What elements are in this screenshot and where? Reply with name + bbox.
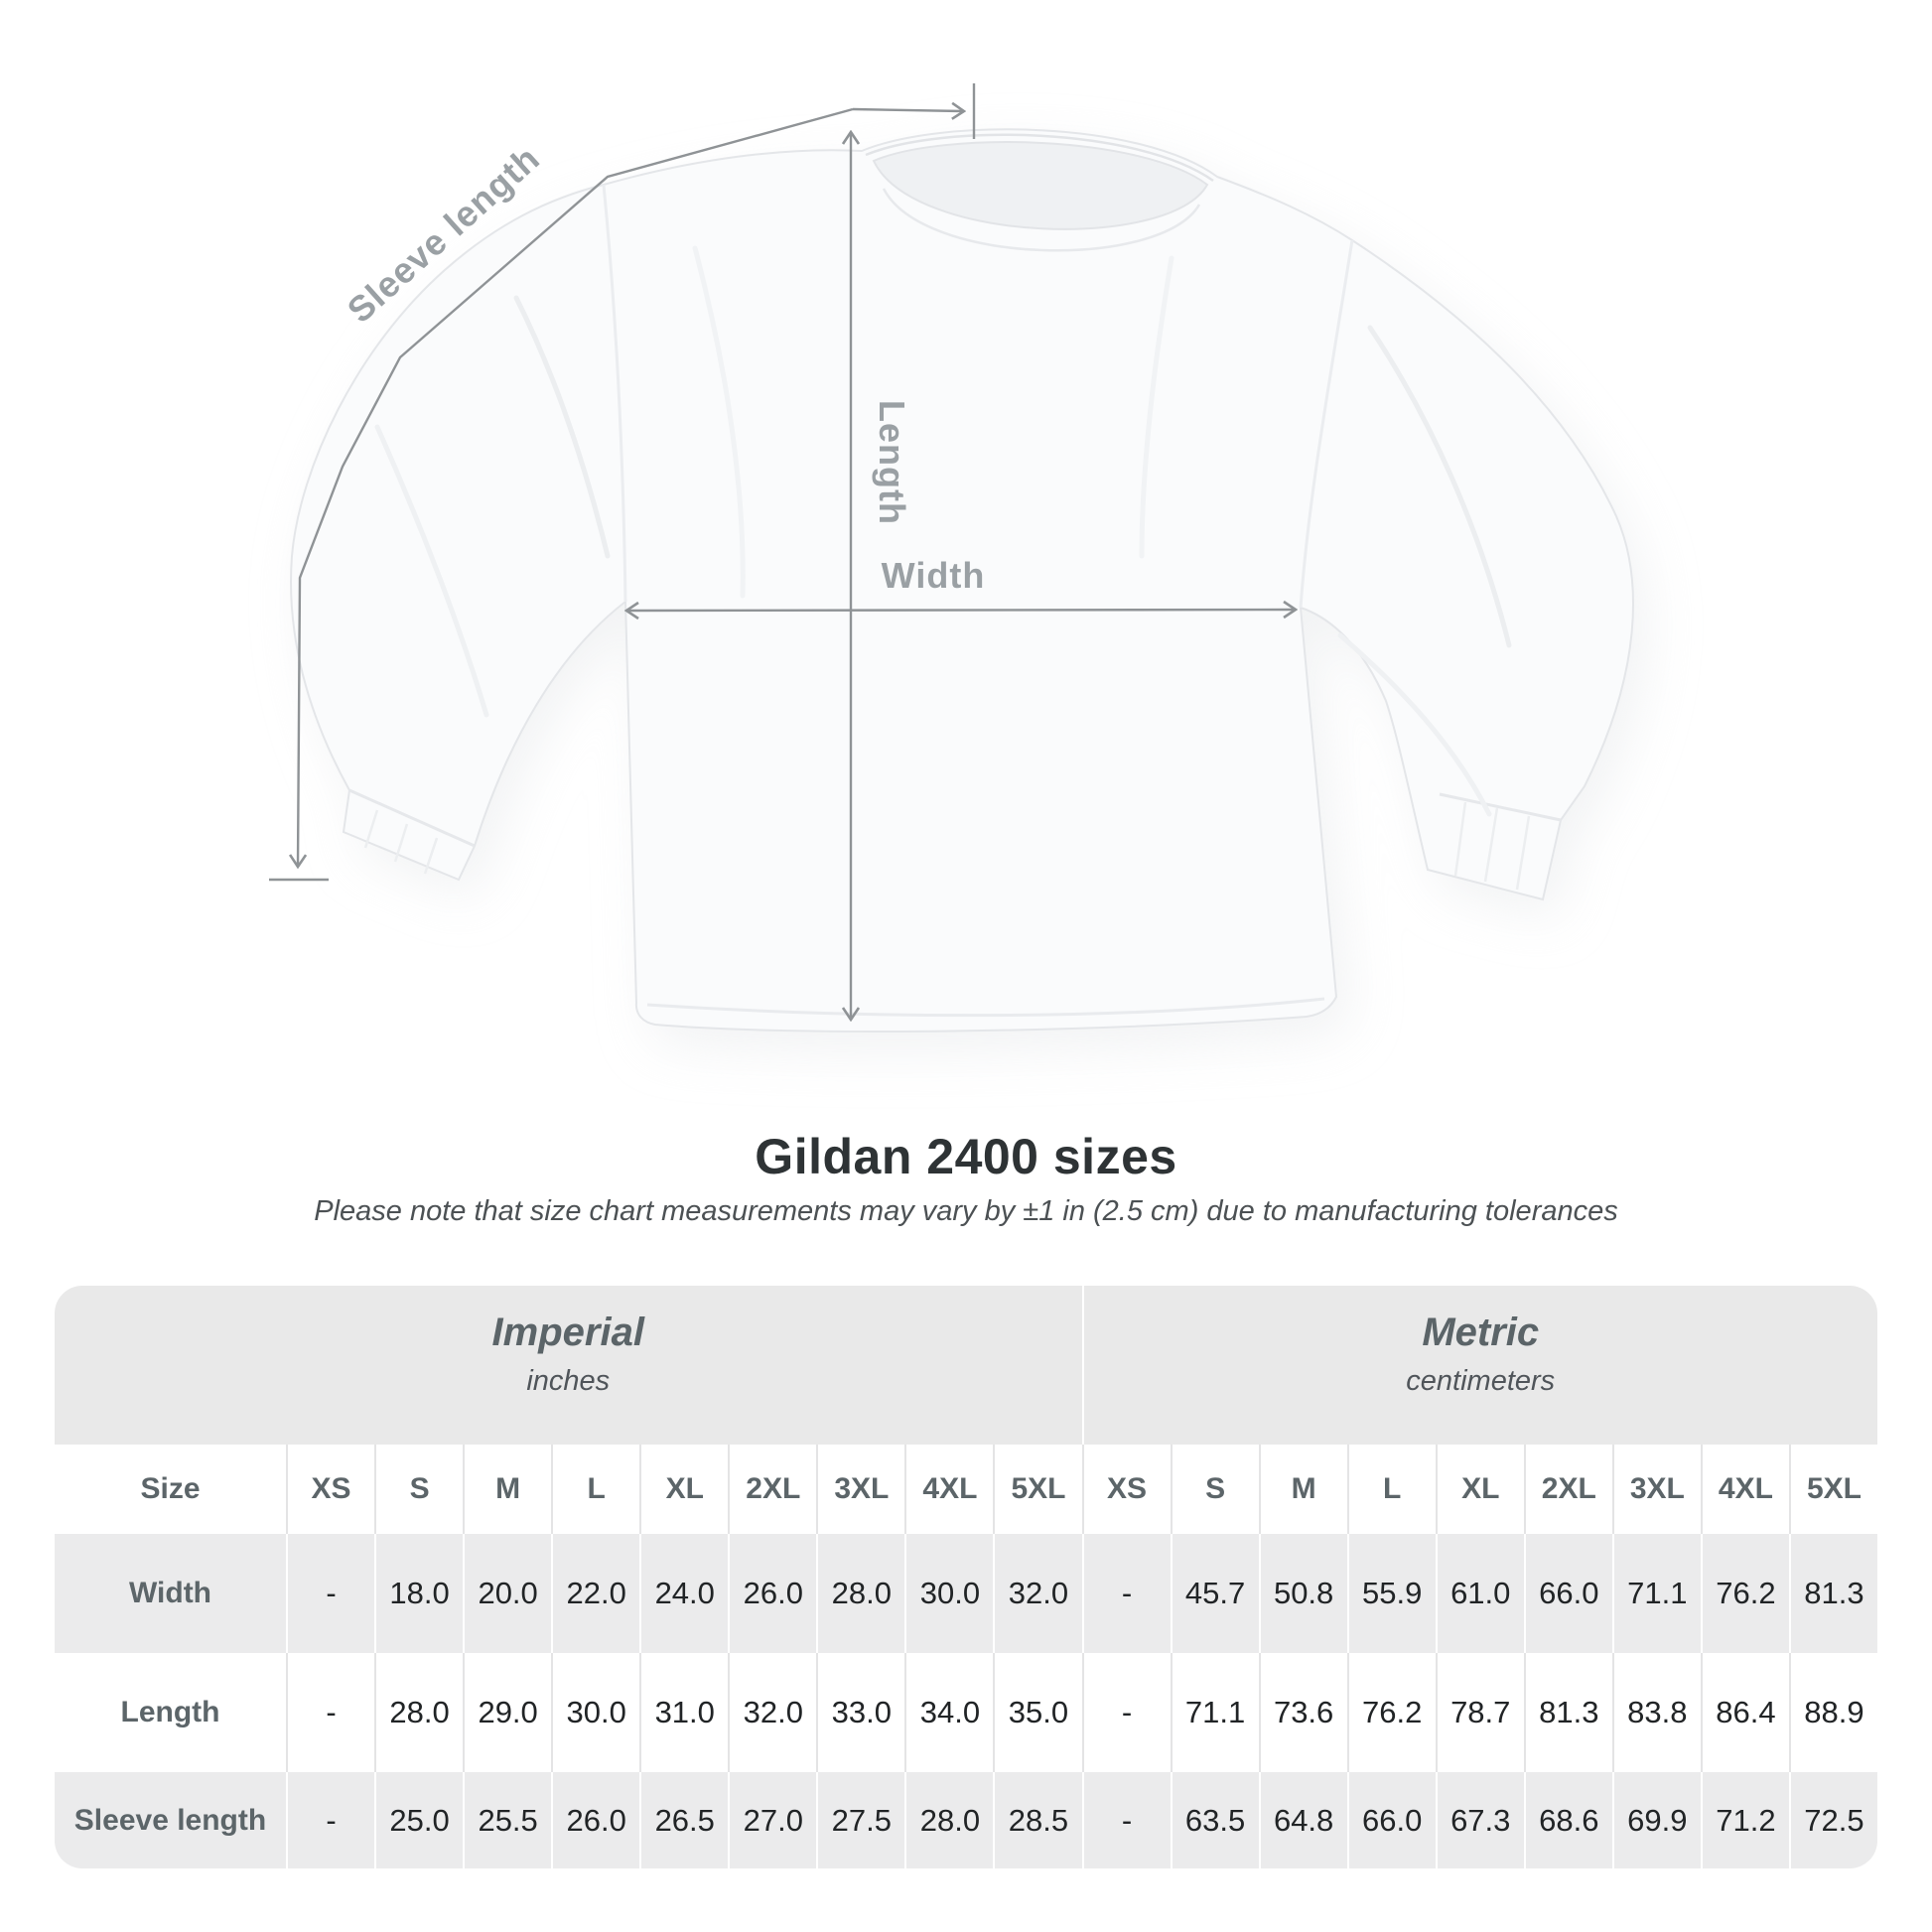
table-cell: 86.4 [1700, 1653, 1789, 1772]
table-cell: 29.0 [463, 1653, 552, 1772]
table-cell: 35.0 [993, 1653, 1082, 1772]
imperial-sublabel: inches [526, 1365, 611, 1397]
table-cell: 18.0 [374, 1534, 464, 1653]
length-annotation: Length [851, 133, 912, 1019]
table-cell: 28.0 [904, 1772, 994, 1868]
table-cell: 25.5 [463, 1772, 552, 1868]
size-header-imperial: 2XL [728, 1445, 817, 1534]
table-cell: 34.0 [904, 1653, 994, 1772]
table-cell: - [1081, 1534, 1171, 1653]
size-header-metric: S [1170, 1445, 1259, 1534]
imperial-label: Imperial [491, 1311, 644, 1354]
table-cell: 72.5 [1788, 1772, 1877, 1868]
size-header-metric: XL [1435, 1445, 1524, 1534]
table-cell: 64.8 [1258, 1772, 1347, 1868]
table-cell: 32.0 [993, 1534, 1082, 1653]
table-cell: 28.0 [374, 1653, 464, 1772]
length-label: Length [872, 400, 912, 525]
table-cell: 33.0 [816, 1653, 905, 1772]
table-cell: 66.0 [1346, 1772, 1436, 1868]
table-cell: 67.3 [1435, 1772, 1524, 1868]
size-header-metric: XS [1081, 1445, 1171, 1534]
table-cell: 61.0 [1435, 1534, 1524, 1653]
table-cell: 28.5 [993, 1772, 1082, 1868]
size-header-imperial: L [551, 1445, 640, 1534]
size-table: Imperial inches Metric centimeters Size … [55, 1286, 1877, 1868]
row-label-sleeve-length: Sleeve length [55, 1772, 286, 1868]
table-cell: 24.0 [639, 1534, 729, 1653]
table-cell: 26.0 [551, 1772, 640, 1868]
table-cell: 55.9 [1346, 1534, 1436, 1653]
imperial-band: Imperial inches [55, 1286, 1082, 1445]
table-cell: 69.9 [1611, 1772, 1701, 1868]
table-cell: 68.6 [1523, 1772, 1612, 1868]
table-cell: 63.5 [1170, 1772, 1259, 1868]
size-header-metric: L [1346, 1445, 1436, 1534]
table-cell: 32.0 [728, 1653, 817, 1772]
long-sleeve-shirt-illustration [290, 128, 1634, 1033]
table-cell: 27.5 [816, 1772, 905, 1868]
size-header-imperial: 4XL [904, 1445, 994, 1534]
table-cell: 76.2 [1346, 1653, 1436, 1772]
table-cell: 27.0 [728, 1772, 817, 1868]
table-cell: 81.3 [1788, 1534, 1877, 1653]
metric-band: Metric centimeters [1081, 1286, 1877, 1445]
table-cell: 26.5 [639, 1772, 729, 1868]
size-header-metric: M [1258, 1445, 1347, 1534]
size-header-metric: 2XL [1523, 1445, 1612, 1534]
size-column-header: Size [55, 1445, 286, 1534]
table-cell: 73.6 [1258, 1653, 1347, 1772]
size-header-imperial: M [463, 1445, 552, 1534]
shirt-diagram: Sleeve length Length Width [269, 83, 1647, 1051]
page-title: Gildan 2400 sizes [755, 1129, 1177, 1184]
table-cell: 71.1 [1611, 1534, 1701, 1653]
table-cell: 31.0 [639, 1653, 729, 1772]
table-cell: 88.9 [1788, 1653, 1877, 1772]
row-label-length: Length [55, 1653, 286, 1772]
size-header-metric: 3XL [1611, 1445, 1701, 1534]
table-cell: - [1081, 1653, 1171, 1772]
table-cell: - [286, 1653, 375, 1772]
size-header-imperial: 5XL [993, 1445, 1082, 1534]
table-cell: 81.3 [1523, 1653, 1612, 1772]
table-cell: 66.0 [1523, 1534, 1612, 1653]
width-label: Width [882, 555, 986, 596]
size-header-metric: 5XL [1788, 1445, 1877, 1534]
table-cell: 50.8 [1258, 1534, 1347, 1653]
row-label-width: Width [55, 1534, 286, 1653]
shirt-diagram-svg: Sleeve length Length Width [269, 83, 1647, 1051]
table-cell: 28.0 [816, 1534, 905, 1653]
table-cell: 71.1 [1170, 1653, 1259, 1772]
table-cell: 83.8 [1611, 1653, 1701, 1772]
table-cell: 30.0 [904, 1534, 994, 1653]
collar-opening [872, 141, 1209, 230]
metric-label: Metric [1422, 1311, 1540, 1354]
tolerance-note: Please note that size chart measurements… [314, 1195, 1618, 1227]
table-cell: 20.0 [463, 1534, 552, 1653]
size-header-imperial: 3XL [816, 1445, 905, 1534]
table-cell: 30.0 [551, 1653, 640, 1772]
width-annotation: Width [627, 555, 1295, 611]
size-header-imperial: XS [286, 1445, 375, 1534]
table-cell: 71.2 [1700, 1772, 1789, 1868]
table-cell: - [1081, 1772, 1171, 1868]
table-cell: - [286, 1534, 375, 1653]
table-cell: 25.0 [374, 1772, 464, 1868]
table-cell: 45.7 [1170, 1534, 1259, 1653]
table-cell: 78.7 [1435, 1653, 1524, 1772]
metric-sublabel: centimeters [1406, 1365, 1556, 1397]
table-cell: 76.2 [1700, 1534, 1789, 1653]
table-cell: - [286, 1772, 375, 1868]
size-header-imperial: XL [639, 1445, 729, 1534]
table-cell: 22.0 [551, 1534, 640, 1653]
size-header-imperial: S [374, 1445, 464, 1534]
table-cell: 26.0 [728, 1534, 817, 1653]
size-header-metric: 4XL [1700, 1445, 1789, 1534]
